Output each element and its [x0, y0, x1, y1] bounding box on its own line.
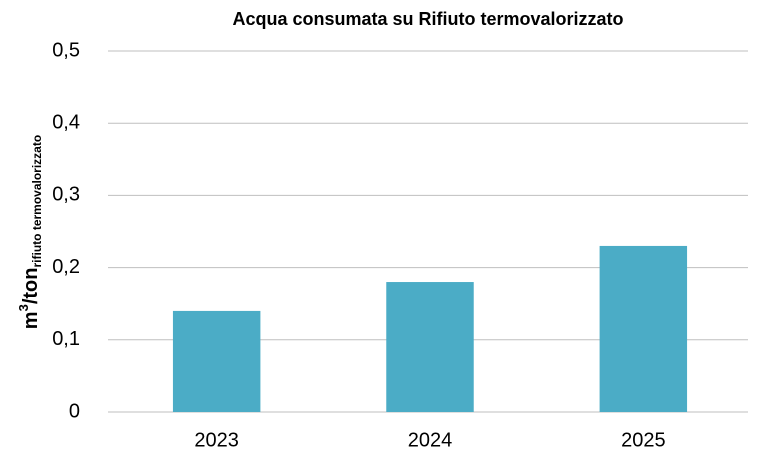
x-tick-label: 2023	[194, 429, 239, 451]
y-tick-label: 0,5	[52, 39, 80, 61]
y-tick-label: 0,4	[52, 111, 80, 133]
x-tick-label: 2025	[621, 429, 666, 451]
bar	[386, 282, 474, 412]
x-tick-label: 2024	[408, 429, 453, 451]
y-tick-label: 0,3	[52, 184, 80, 206]
y-tick-label: 0,1	[52, 328, 80, 350]
y-label-sub: rifiuto termovalorizzato	[30, 135, 44, 268]
y-label-base: m	[20, 311, 42, 329]
bar	[599, 245, 688, 412]
y-label-mid: /ton	[20, 268, 42, 305]
bar	[172, 310, 261, 412]
y-tick-label: 0,2	[52, 256, 80, 278]
chart-title: Acqua consumata su Rifiuto termovalorizz…	[232, 9, 623, 29]
y-axis-label: m3/tonrifiuto termovalorizzato	[16, 135, 44, 329]
y-label-sup: 3	[16, 304, 31, 311]
y-tick-label: 0	[69, 400, 80, 422]
